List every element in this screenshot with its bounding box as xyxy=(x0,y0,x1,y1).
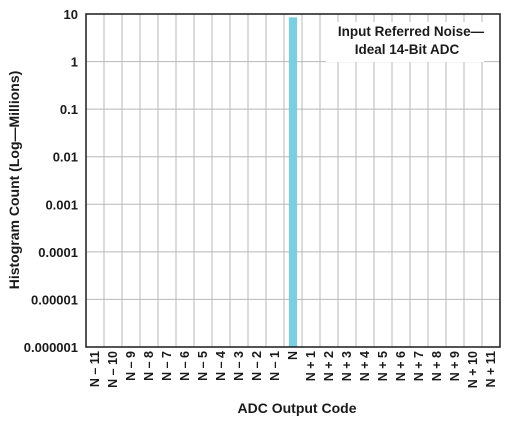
x-tick-label: N + 5 xyxy=(376,351,390,381)
y-tick-label: 0.1 xyxy=(60,102,78,117)
x-tick-labels: N – 11 N – 10 N – 9 N – 8 N – 7 N – 6 N – 5 N –… xyxy=(88,351,498,388)
grid-lines xyxy=(86,14,500,347)
x-tick-label: N + 8 xyxy=(430,351,444,381)
x-axis-label: ADC Output Code xyxy=(238,400,357,416)
annotation-line-2: Ideal 14-Bit ADC xyxy=(355,42,460,57)
annotation-box xyxy=(326,22,484,62)
y-tick-label: 0.000001 xyxy=(24,340,78,355)
x-tick-label: N + 4 xyxy=(358,351,372,381)
x-tick-label: N – 6 xyxy=(178,351,192,381)
x-tick-label: N – 8 xyxy=(142,351,156,381)
x-tick-label: N + 11 xyxy=(484,351,498,388)
x-tick-label: N + 9 xyxy=(448,351,462,381)
x-tick-label: N + 7 xyxy=(412,351,426,381)
y-tick-label: 0.001 xyxy=(45,197,78,212)
x-tick-label: N – 7 xyxy=(160,351,174,381)
x-tick-label: N xyxy=(286,351,300,360)
y-tick-label: 1 xyxy=(71,55,78,70)
x-tick-label: N – 5 xyxy=(196,351,210,381)
x-tick-label: N + 10 xyxy=(466,351,480,388)
x-tick-label: N – 4 xyxy=(214,351,228,381)
y-tick-label: 0.0001 xyxy=(38,245,78,260)
y-tick-labels: 0.000001 0.00001 0.0001 0.001 0.01 0.1 1 10 xyxy=(24,7,78,355)
x-tick-label: N – 9 xyxy=(124,351,138,381)
x-tick-label: N + 2 xyxy=(322,351,336,381)
x-tick-label: N – 11 xyxy=(88,351,102,387)
histogram-bar xyxy=(288,17,298,348)
y-tick-label: 0.01 xyxy=(53,150,78,165)
bars xyxy=(288,17,298,348)
x-tick-label: N + 3 xyxy=(340,351,354,381)
plot-frame xyxy=(85,13,501,348)
x-tick-label: N – 1 xyxy=(268,351,282,381)
x-tick-label: N – 2 xyxy=(250,351,264,381)
x-tick-label: N – 3 xyxy=(232,351,246,381)
y-tick-label: 0.00001 xyxy=(31,292,78,307)
x-tick-label: N + 6 xyxy=(394,351,408,381)
y-tick-label: 10 xyxy=(64,7,78,22)
annotation-line-1: Input Referred Noise— xyxy=(338,24,485,39)
x-tick-label: N – 10 xyxy=(106,351,120,388)
y-axis-label: Histogram Count (Log—Millions) xyxy=(6,71,22,290)
x-tick-label: N + 1 xyxy=(304,351,318,381)
